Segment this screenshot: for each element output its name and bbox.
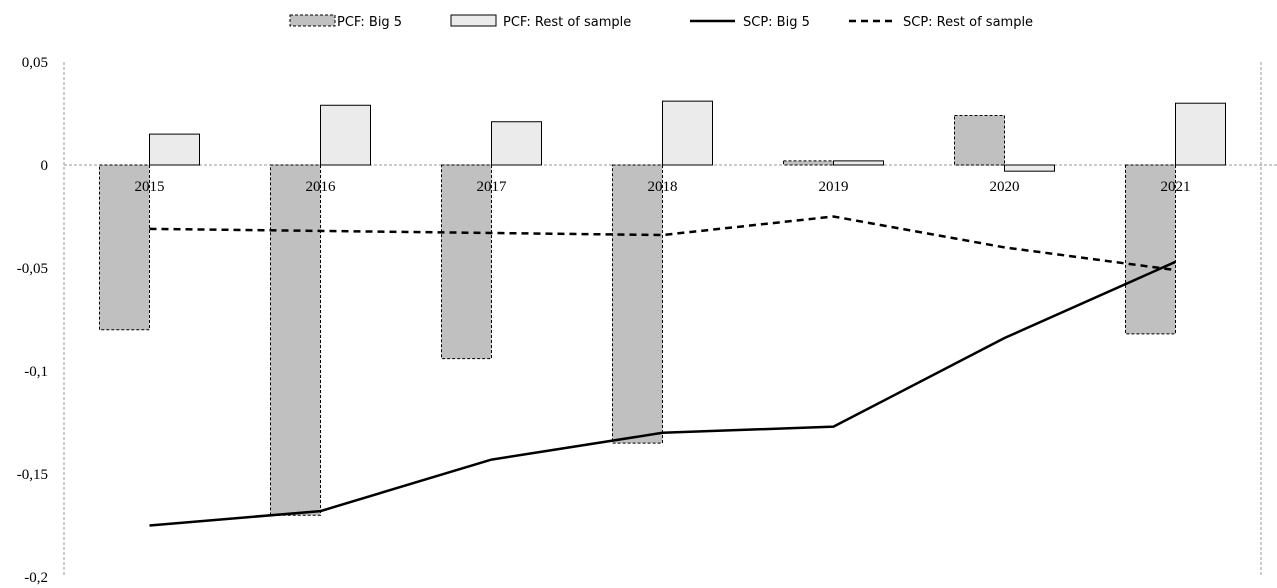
x-category-label: 2021	[1161, 179, 1191, 195]
bar-pcf-big5	[270, 164, 321, 516]
y-tick-label: -0,1	[24, 364, 48, 380]
bar-pcf-rest	[149, 133, 200, 166]
bar-pcf-big5	[954, 115, 1005, 166]
bar-pcf-rest	[1004, 164, 1055, 172]
x-category-label: 2020	[990, 179, 1020, 195]
bar-pcf-rest	[833, 160, 884, 166]
bar-pcf-big5	[1125, 164, 1176, 335]
x-category-label: 2017	[477, 179, 508, 195]
y-tick-label: -0,2	[24, 570, 48, 586]
y-tick-label: 0,05	[22, 55, 48, 71]
legend-swatch	[450, 14, 497, 27]
legend-label: PCF: Big 5	[337, 15, 402, 30]
line-scp-big5	[149, 260, 1177, 527]
line-scp-rest	[149, 215, 1176, 272]
bar-pcf-big5	[441, 164, 492, 360]
bar-pcf-big5	[99, 164, 150, 331]
bar-pcf-rest	[491, 121, 542, 166]
bars	[99, 100, 1226, 516]
x-category-label: 2016	[306, 179, 337, 195]
x-category-label: 2018	[648, 179, 678, 195]
bar-pcf-rest	[662, 100, 713, 166]
legend-label: SCP: Big 5	[743, 15, 810, 30]
bar-pcf-rest	[1175, 102, 1226, 166]
y-tick-label: -0,15	[17, 467, 48, 483]
legend-label: PCF: Rest of sample	[503, 15, 631, 30]
lines	[149, 215, 1177, 527]
bar-pcf-big5	[783, 160, 834, 166]
x-category-label: 2015	[135, 179, 165, 195]
legend-label: SCP: Rest of sample	[903, 15, 1033, 30]
bar-pcf-big5	[612, 164, 663, 444]
labels: 0,05 0 -0,05 -0,1 -0,15 -0,2 2015 2016 2017 2018 2…	[17, 55, 1191, 586]
legend: PCF: Big 5 PCF: Rest of sample SCP: Big 5 S…	[289, 14, 1033, 30]
y-tick-label: -0,05	[17, 261, 48, 277]
y-tick-label: 0	[41, 158, 49, 174]
legend-swatch	[289, 14, 336, 27]
bar-pcf-rest	[320, 104, 371, 166]
x-category-label: 2019	[819, 179, 849, 195]
